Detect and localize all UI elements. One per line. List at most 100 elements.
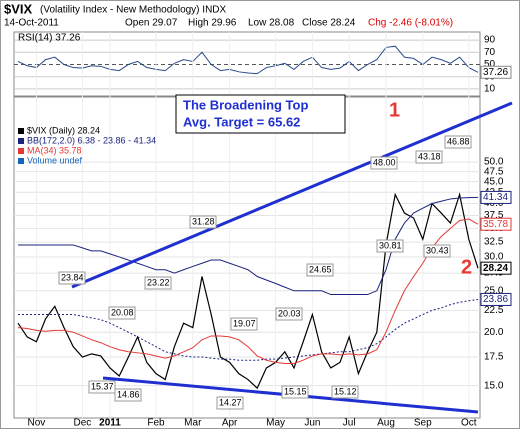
rsi-line: [17, 45, 479, 75]
y-tick-label: 25.0: [484, 285, 504, 296]
symbol: $VIX: [4, 1, 33, 16]
legend-entry: MA(34) 35.78: [27, 145, 82, 155]
value-tag-label: 28.24: [483, 263, 508, 274]
y-tick-label: 45.0: [484, 176, 504, 187]
annotation-box: [376, 239, 404, 253]
annotation-box: [144, 276, 172, 290]
annotation-box: [306, 263, 334, 277]
callout-box: [175, 94, 346, 134]
value-tag-label: 41.34: [483, 192, 508, 203]
annotation-box: [216, 396, 244, 410]
x-tick-label: Jul: [343, 418, 356, 429]
x-tick-label: Feb: [147, 418, 165, 429]
legend-swatch: [18, 128, 24, 134]
low: Low 28.08: [248, 18, 295, 29]
value-tag: [480, 65, 512, 79]
change: Chg -2.46 (-8.01%): [368, 18, 453, 29]
value-tag-label: 35.78: [483, 219, 508, 230]
x-tick-label: May: [266, 418, 285, 429]
annotation-box: [189, 215, 217, 229]
annotation: 30.81: [379, 240, 402, 250]
annotation: 24.65: [309, 264, 332, 274]
annotation-box: [275, 307, 303, 321]
legend-swatch: [18, 158, 24, 164]
annotation: 19.07: [233, 318, 256, 328]
x-tick-label: Jun: [304, 418, 320, 429]
y-tick-label: 32.5: [484, 237, 504, 248]
y-tick-label: 22.5: [484, 305, 504, 316]
value-tag-label: 23.86: [483, 294, 508, 305]
y-tick-label: 30.0: [484, 252, 504, 263]
x-tick-label: Sep: [414, 418, 432, 429]
wave-label: 1: [389, 99, 400, 121]
annotation: 48.00: [373, 157, 396, 167]
annotation: 14.86: [117, 389, 140, 399]
legend-swatch: [18, 148, 24, 154]
annotation: 15.15: [284, 386, 307, 396]
annotation: 14.27: [219, 397, 242, 407]
annotation: 23.84: [61, 272, 84, 282]
annotation-box: [108, 306, 136, 320]
annotation-box: [331, 385, 359, 399]
y-tick-label: 37.5: [484, 210, 504, 221]
y-tick-label: 15.0: [484, 380, 504, 391]
x-tick-label: Apr: [222, 418, 238, 429]
open: Open 29.07: [125, 18, 178, 29]
close: Close 28.24: [302, 18, 356, 29]
series-line: [18, 196, 479, 296]
date: 14-Oct-2011: [4, 18, 59, 29]
annotation-box: [58, 271, 86, 285]
panel-title: RSI(14) 37.26: [18, 33, 81, 44]
annotation: 23.22: [147, 277, 170, 287]
annotation: 31.28: [192, 216, 215, 226]
x-tick-label: Mar: [184, 418, 202, 429]
legend-entry: Volume undef: [27, 155, 83, 165]
x-tick-label: 2011: [99, 418, 121, 429]
symbol-name: (Volatility Index - New Methodology) IND…: [40, 5, 227, 16]
annotation-box: [88, 380, 116, 394]
series-line: [17, 192, 479, 390]
series-line: [17, 218, 479, 364]
x-tick-label: Aug: [377, 418, 395, 429]
value-tag: [480, 190, 512, 204]
annotation-box: [281, 385, 309, 399]
y-tick-label: 50: [484, 59, 496, 70]
x-tick-label: Nov: [28, 418, 46, 429]
annotation-box: [370, 156, 398, 170]
y-tick-label: 47.5: [484, 166, 504, 177]
value-tag-label: 37.26: [483, 67, 508, 78]
y-tick-label: 50.0: [484, 157, 504, 168]
annotation-box: [230, 317, 258, 331]
wave-label: 2: [461, 256, 472, 278]
annotation: 15.37: [91, 381, 114, 391]
y-tick-label: 90: [484, 35, 496, 46]
value-tag: [480, 217, 512, 231]
y-tick-label: 17.5: [484, 352, 504, 363]
high: High 29.96: [188, 18, 237, 29]
annotation: 43.18: [418, 151, 441, 161]
annotation: 30.43: [426, 245, 449, 255]
annotation-box: [114, 388, 142, 402]
annotation: 20.03: [278, 308, 301, 318]
annotation: 15.12: [334, 386, 357, 396]
annotation: 20.08: [111, 307, 134, 317]
annotation-box: [423, 244, 451, 258]
legend-swatch: [18, 138, 24, 144]
y-tick-label: 70: [484, 47, 496, 58]
legend-entry: BB(172,2.0) 6.38 - 23.86 - 41.34: [27, 135, 156, 145]
upper-trendline: [71, 101, 513, 289]
annotation: 46.88: [447, 136, 470, 146]
y-tick-label: 10: [484, 84, 496, 95]
annotation-box: [415, 150, 443, 164]
x-tick-label: Oct: [461, 418, 477, 429]
value-tag: [480, 292, 512, 306]
value-tag: [480, 261, 512, 275]
legend-entry: $VIX (Daily) 28.24: [27, 125, 100, 135]
x-tick-label: Dec: [74, 418, 92, 429]
y-tick-label: 20.0: [484, 327, 504, 338]
series-line-lower: [18, 298, 479, 361]
callout: Avg. Target = 65.62: [183, 114, 300, 129]
annotation-box: [444, 135, 472, 149]
callout: The Broadening Top: [183, 97, 308, 112]
